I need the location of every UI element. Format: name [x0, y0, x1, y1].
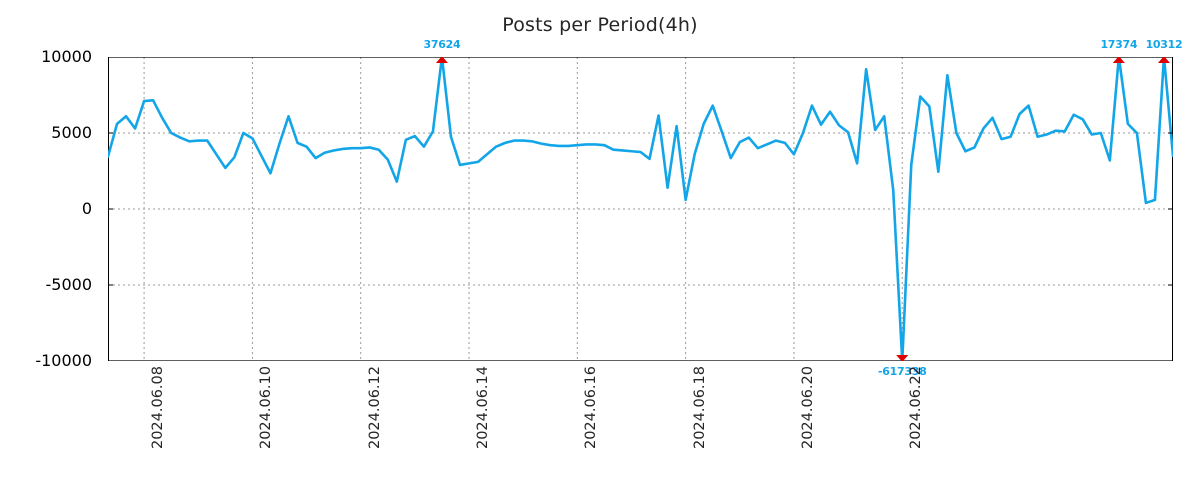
y-tick-label: -10000: [35, 351, 92, 370]
max-annotation-label: 10312: [1145, 38, 1183, 51]
x-tick-label: 2024.06.22: [908, 366, 925, 450]
y-tick-label: 5000: [51, 123, 92, 142]
plot-area: 37624 -617338 17374 10312: [108, 38, 1183, 378]
max-annotation-label: 37624: [423, 38, 461, 51]
x-tick-label: 2024.06.08: [150, 366, 167, 450]
min-marker-icon: [896, 355, 909, 361]
y-tick-label: 10000: [41, 47, 92, 66]
line-chart-svg: [108, 57, 1173, 361]
x-tick-label: 2024.06.16: [583, 366, 600, 450]
y-tick-label: 0: [81, 199, 92, 218]
max-marker-icon: [1112, 57, 1125, 63]
max-annotation-label: 17374: [1100, 38, 1138, 51]
x-tick-label: 2024.06.10: [258, 366, 275, 450]
x-tick-label: 2024.06.20: [799, 366, 816, 450]
x-axis-tick-labels: 2024.06.08 2024.06.10 2024.06.12 2024.06.14…: [108, 366, 1173, 496]
x-tick-label: 2024.06.14: [475, 366, 492, 450]
max-marker-icon: [435, 57, 448, 63]
y-tick-label: -5000: [45, 275, 93, 294]
y-axis-tick-labels: 10000 5000 0 -5000 -10000: [0, 48, 100, 370]
data-line-posts-per-period: [108, 57, 1173, 361]
chart-title: Posts per Period(4h): [502, 14, 698, 36]
min-annotation-label: -617338: [878, 365, 927, 378]
max-marker-icon: [1157, 57, 1170, 63]
x-tick-label: 2024.06.18: [691, 366, 708, 450]
x-tick-label: 2024.06.12: [366, 366, 383, 450]
